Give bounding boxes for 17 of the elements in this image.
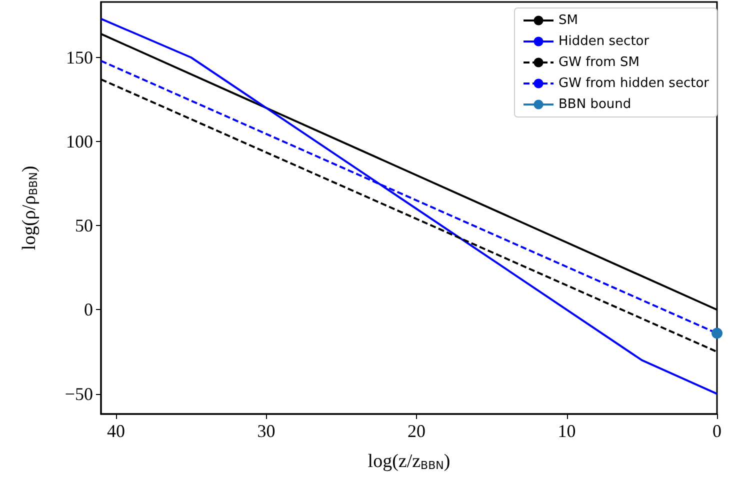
x-tick-label: 20 — [408, 421, 426, 441]
y-tick-label: 0 — [84, 300, 93, 320]
y-tick-label: 100 — [66, 132, 93, 152]
legend-label: GW from SM — [558, 55, 640, 70]
y-tick-label: −50 — [64, 384, 93, 404]
legend-label: GW from hidden sector — [558, 76, 710, 91]
x-tick-label: 30 — [257, 421, 276, 441]
y-tick-label: 150 — [66, 47, 93, 68]
legend-label: SM — [558, 13, 578, 28]
x-tick-label: 10 — [558, 421, 576, 441]
x-tick-label: 0 — [712, 421, 722, 441]
y-tick-label: 50 — [75, 216, 93, 236]
x-axis-title: log(z/zBBN) — [368, 451, 450, 472]
legend-label: Hidden sector — [558, 34, 650, 49]
y-axis-title: log(ρ/ρBBN) — [19, 166, 40, 250]
legend-label: BBN bound — [558, 97, 632, 112]
x-tick-label: 40 — [107, 421, 126, 441]
